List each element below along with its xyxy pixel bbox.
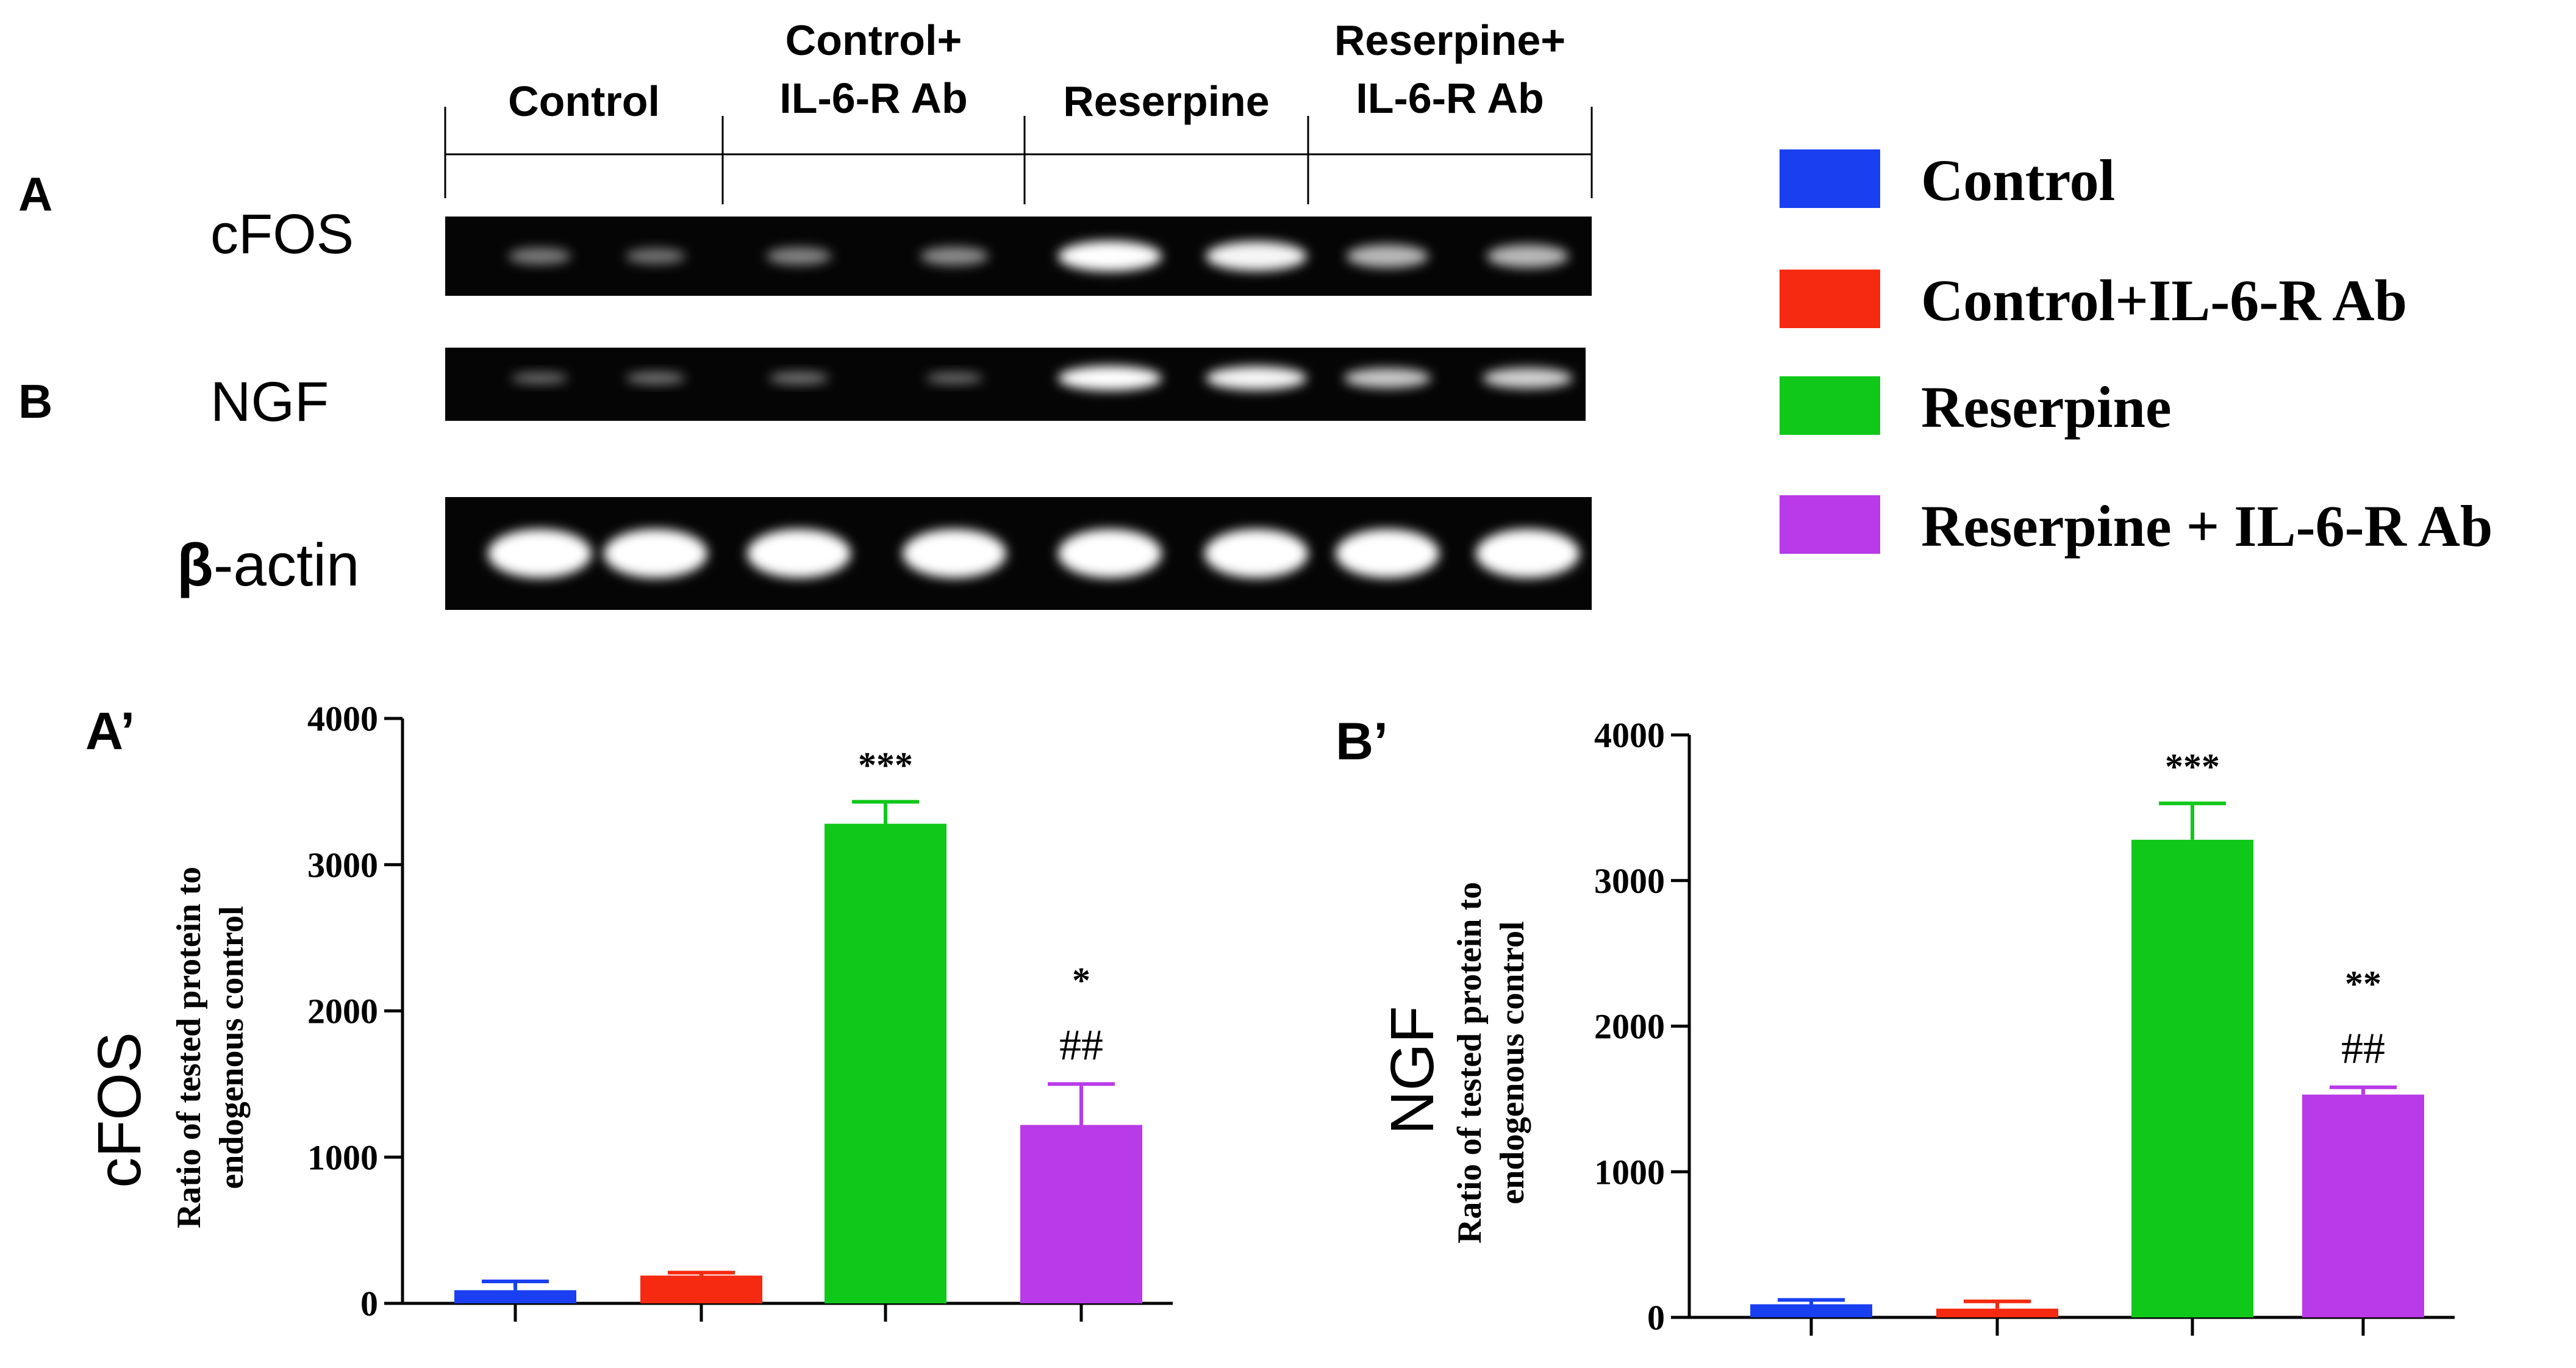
- blot-group-header: Reserpine: [1063, 77, 1269, 125]
- significance-annotation: ***: [858, 745, 913, 786]
- y-tick-label: 1000: [1594, 1152, 1665, 1192]
- panel-label-a: A: [18, 167, 52, 221]
- chart-side-label: cFOS: [85, 1032, 154, 1188]
- blot-row-1: NGF: [210, 348, 1586, 433]
- bar: [1936, 1308, 2058, 1317]
- blot-band: [1347, 245, 1428, 268]
- legend-label: Reserpine: [1921, 374, 2172, 440]
- blot-row-2: β-actin: [177, 497, 1592, 610]
- bar: [2302, 1094, 2424, 1317]
- blot-band: [1206, 366, 1307, 390]
- significance-annotation: ##: [2341, 1024, 2385, 1073]
- legend-swatch: [1780, 376, 1880, 435]
- y-tick-label: 0: [360, 1284, 378, 1323]
- blot-row-label-rest: -actin: [213, 531, 360, 598]
- blot-row-label-bold: β: [177, 531, 213, 598]
- blot-group-header: Control: [508, 77, 660, 125]
- legend-swatch: [1780, 149, 1880, 208]
- bar: [2131, 839, 2253, 1317]
- significance-annotation: ##: [1059, 1020, 1103, 1069]
- blot-band: [508, 248, 571, 265]
- blot-group-header: Control+: [785, 16, 962, 64]
- panel-label-a-prime: A’: [85, 702, 135, 761]
- significance-annotation: **: [2345, 964, 2381, 1004]
- blot-header: Control Control+ IL-6-R Ab Reserpine Reserpi…: [444, 16, 1593, 204]
- y-tick-label: 3000: [1594, 861, 1665, 901]
- blot-group-header: IL-6-R Ab: [1356, 74, 1544, 122]
- blot-band: [1058, 366, 1162, 390]
- blot-band: [1206, 241, 1307, 271]
- blot-band: [1343, 368, 1431, 389]
- y-axis-label: endogenous control: [213, 906, 251, 1189]
- blot-band: [920, 246, 989, 266]
- blot-band: [488, 529, 592, 578]
- y-axis-label: endogenous control: [1494, 921, 1531, 1204]
- blot-band: [747, 529, 851, 578]
- blot-band: [1204, 529, 1308, 578]
- legend-swatch: [1780, 270, 1880, 328]
- y-tick-label: 1000: [307, 1137, 378, 1177]
- bar: [1020, 1125, 1142, 1303]
- legend-label: Control: [1921, 148, 2115, 213]
- blot-band: [1058, 529, 1162, 578]
- blot-band: [604, 529, 707, 578]
- y-tick-label: 2000: [1594, 1007, 1665, 1047]
- blot-band: [1058, 241, 1162, 271]
- panel-label-b-prime: B’: [1336, 712, 1388, 771]
- bar-chart-1: 0 1000 2000 3000 4000 Ratio of tested protein…: [1378, 715, 2455, 1338]
- bar: [825, 823, 946, 1303]
- blot-band: [626, 371, 685, 385]
- bar-chart-0: 0 1000 2000 3000 4000 Ratio of tested protein…: [85, 699, 1173, 1323]
- legend-swatch: [1780, 495, 1880, 554]
- legend: Control Control+IL-6-R Ab Reserpine Reserpi…: [1780, 148, 2492, 559]
- blot-band: [769, 371, 829, 385]
- significance-annotation: *: [1072, 960, 1090, 1000]
- y-tick-label: 4000: [307, 699, 378, 739]
- blot-band: [926, 372, 983, 384]
- panel-label-b: B: [18, 374, 52, 428]
- significance-annotation: ***: [2165, 747, 2220, 787]
- y-tick-label: 4000: [1594, 715, 1665, 755]
- y-tick-label: 2000: [307, 992, 378, 1031]
- chart-side-label: NGF: [1378, 1006, 1447, 1134]
- blot-band: [903, 529, 1006, 578]
- blot-row-0: cFOS: [210, 203, 1592, 296]
- legend-label: Reserpine + IL-6-R Ab: [1921, 493, 2492, 559]
- blot-band: [766, 247, 832, 265]
- blot-row-label: β-actin: [177, 531, 359, 598]
- blot-band: [1487, 245, 1569, 268]
- blot-row-label: NGF: [210, 371, 329, 433]
- bar: [1750, 1304, 1872, 1317]
- blot-band: [1483, 368, 1573, 389]
- blot-group-header: IL-6-R Ab: [779, 74, 967, 122]
- blot-band: [626, 248, 685, 264]
- y-axis-label: Ratio of tested protein to: [170, 867, 208, 1228]
- y-axis-label: Ratio of tested protein to: [1451, 882, 1489, 1244]
- bar: [454, 1290, 576, 1303]
- blot-band: [1476, 529, 1580, 578]
- blot-group-header: Reserpine+: [1334, 16, 1565, 64]
- y-tick-label: 0: [1647, 1298, 1665, 1338]
- blot-band: [511, 372, 568, 384]
- bar: [640, 1275, 762, 1303]
- blot-row-label: cFOS: [210, 203, 354, 265]
- legend-label: Control+IL-6-R Ab: [1921, 268, 2407, 333]
- blot-band: [1336, 529, 1439, 578]
- y-tick-label: 3000: [307, 845, 378, 885]
